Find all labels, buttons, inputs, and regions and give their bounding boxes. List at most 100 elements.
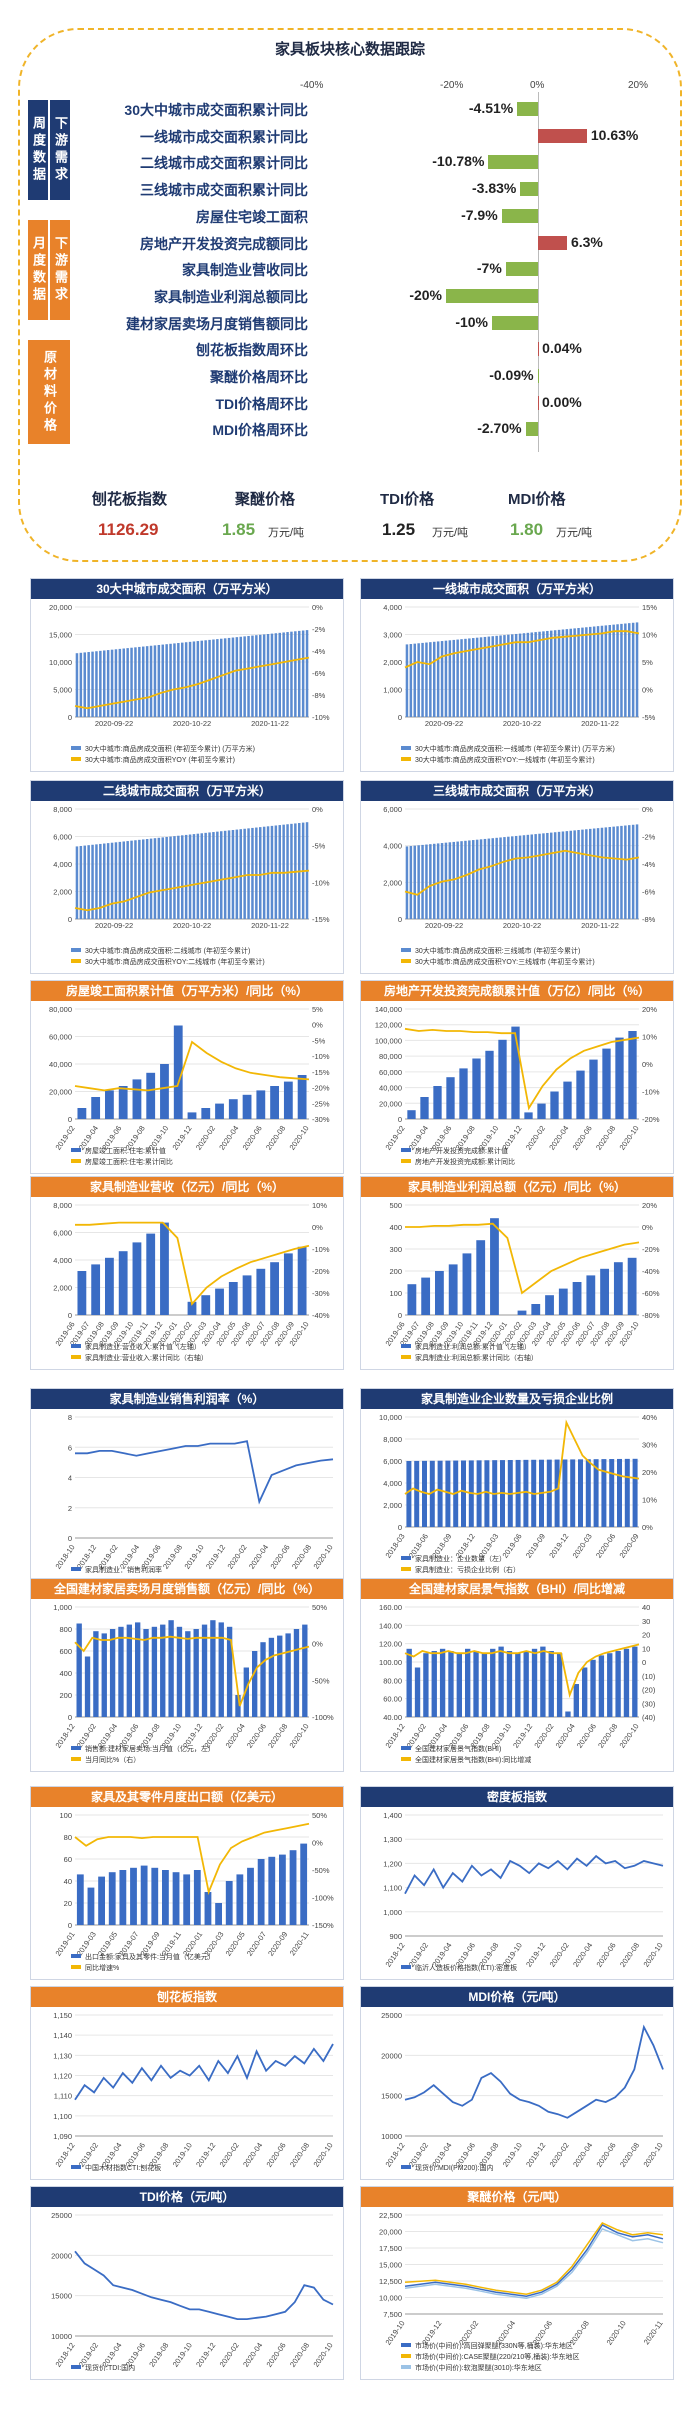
legend-label: 出口金额:家具及其零件:当月值（亿美元） [85,1952,215,1961]
bar [514,835,518,919]
bar [459,1068,468,1119]
y-tick-label: 20,000 [49,1088,72,1097]
y-right-tick-label: 0% [312,1839,323,1848]
y-tick-label: 2,000 [383,1501,402,1510]
y-right-tick-label: -30% [312,1115,330,1124]
chart-title: 二线城市成交面积（万平方米） [31,781,343,801]
y-right-tick-label: -10% [312,878,330,887]
bar [624,623,627,717]
bar [531,1648,538,1717]
chart-panel-c5: 房屋竣工面积累计值（万平方米）/同比（%） 80,000 60,000 40,000 2… [30,980,344,1174]
bar [157,644,161,717]
x-tick-label: 2019-12 [524,1941,547,1969]
summary-row-value: 10.63% [590,126,639,143]
y-tick-label: 900 [389,1932,402,1941]
bar [183,1874,191,1925]
bar [608,827,611,919]
legend-swatch [401,1556,411,1560]
x-tick-label: 2020-04 [571,1941,594,1969]
bar [160,1222,169,1315]
y-right-tick-label: -100% [312,1713,334,1722]
y-tick-label: 1,100 [383,1884,402,1893]
y-tick-label: 15,000 [379,2261,402,2270]
summary-row-value: -10% [455,313,488,330]
bar [172,1872,180,1925]
bar [435,1271,444,1315]
y-tick-label: 0 [398,1523,402,1532]
bar [87,1887,95,1925]
legend-label: 房屋竣工面积:住宅:累计值 [85,1146,166,1155]
bar [503,837,506,919]
chart-panel-c7: 家具制造业营收（亿元）/同比（%） 8,000 6,000 4,000 2,000 0 10… [30,1176,344,1370]
x-tick-label: 2020-04 [554,1722,577,1750]
bar [255,635,258,717]
x-tick-label: 2020-06 [575,1722,598,1750]
x-tick-label: 2020-02 [524,1124,547,1152]
x-tick-label: 2020-04 [571,2141,594,2169]
bar [476,1240,486,1315]
y-right-tick-label: 5% [312,1005,323,1014]
bar [130,840,133,919]
bar [297,1075,307,1119]
x-tick-label: 2020-11-22 [251,921,289,930]
x-tick-label: 2019-12 [511,1722,534,1750]
x-tick-label: 2020-09 [266,1930,289,1958]
legend-swatch [401,1159,411,1163]
bar [145,839,149,919]
y-tick-label: 1,000 [383,686,402,695]
x-tick-label: 2019-10 [501,2141,524,2169]
series-line [404,1419,640,1495]
y-right-tick-label: -10% [312,1245,330,1254]
bar [507,836,510,919]
bar [491,636,494,717]
bar [563,1081,572,1119]
y-right-tick-label: -4% [642,860,656,869]
legend-label: 同比增速% [85,1963,119,1972]
legend-swatch [71,1355,81,1359]
bar [204,832,207,919]
y-tick-label: 1,130 [53,2051,72,2060]
legend-swatch [401,2165,411,2169]
series-line [404,2227,664,2299]
bar [414,1667,421,1717]
x-tick-label: 2019-02 [383,1124,406,1152]
y-tick-label: 6,000 [53,1229,72,1238]
bar [429,642,432,717]
bar [436,641,440,717]
bar [628,623,631,717]
y-tick-label: 0 [68,1713,72,1722]
bar [456,1653,462,1717]
x-tick-label: 2020-08 [264,1124,287,1152]
x-tick-label: 2020-08 [288,2141,311,2169]
series-line [404,849,640,896]
y-tick-label: 40.00 [383,1713,402,1722]
series-line [74,1635,310,1707]
summary-title: 家具板块核心数据跟踪 [274,41,425,58]
x-tick-label: 2020-06 [595,1941,618,1969]
bar [83,652,86,717]
bar [460,639,463,717]
y-tick-label: 1,100 [53,2112,72,2121]
chart-title: 聚醚价格（元/吨） [361,2187,673,2207]
legend-swatch [71,1965,81,1969]
bar [108,1872,116,1925]
y-right-tick-label: -50% [312,1866,330,1875]
bar [103,650,106,717]
series-line [404,1854,664,1895]
bar [259,634,262,717]
y-right-tick-label: -10% [312,1052,330,1061]
chart-svg: 1,150 1,140 1,130 1,120 1,110 1,100 1,0902018-… [53,2011,334,2172]
bar [76,1623,82,1717]
legend-label: 全国建材家居景气指数(BHI) [415,1744,501,1753]
chart-title: 家具制造业企业数量及亏损企业比例 [361,1389,673,1409]
bar [600,1268,609,1315]
summary-row-bar [517,102,538,116]
summary-row-bar [501,208,538,223]
bar [243,828,246,919]
x-tick-label: 2020-09-22 [425,719,463,728]
bar [405,644,409,717]
y-tick-label: 20 [64,1899,72,1908]
y-right-tick-label: -20% [312,1084,330,1093]
x-tick-label: 2019-08 [147,2341,170,2369]
series-line [74,2043,334,2101]
